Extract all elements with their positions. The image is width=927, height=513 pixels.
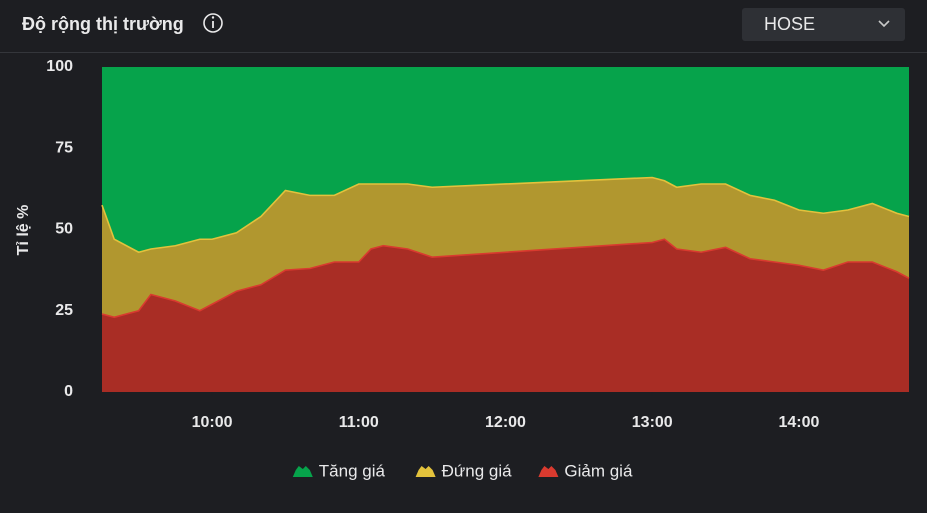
- area-line: [101, 238, 910, 319]
- market-dropdown[interactable]: HOSE: [742, 8, 905, 41]
- area-fill: [102, 177, 909, 318]
- legend-swatch: [292, 466, 313, 477]
- legend-item[interactable]: Tăng giá: [292, 461, 386, 480]
- x-tick-label: 10:00: [192, 414, 233, 431]
- legend-label: Giảm giá: [564, 461, 633, 480]
- area-fill: [102, 239, 909, 392]
- x-tick-label: 13:00: [632, 414, 673, 431]
- x-tick-label: 11:00: [339, 414, 379, 431]
- y-axis-label: Tỉ lệ %: [15, 205, 32, 256]
- legend-swatch: [538, 466, 559, 477]
- legend-label: Tăng giá: [319, 461, 386, 480]
- area-fill: [102, 67, 909, 253]
- x-tick-label: 14:00: [778, 414, 819, 431]
- legend: Tăng giá Đứng giá Giảm giá: [292, 461, 633, 480]
- legend-item[interactable]: Giảm giá: [538, 461, 633, 480]
- y-tick-label: 50: [55, 221, 73, 238]
- legend-swatch: [415, 466, 436, 477]
- y-tick-label: 100: [46, 58, 73, 75]
- x-tick-label: 12:00: [485, 414, 526, 431]
- legend-item[interactable]: Đứng giá: [415, 461, 513, 480]
- chart-title: Độ rộng thị trường: [22, 14, 184, 34]
- plot-area: 0 25 50 75 100 10:00 11:00 12:00 13:00 14:00: [46, 58, 910, 431]
- area-line: [101, 176, 910, 254]
- info-icon[interactable]: [203, 13, 223, 33]
- y-tick-label: 75: [55, 139, 73, 156]
- legend-label: Đứng giá: [442, 461, 513, 480]
- dropdown-value: HOSE: [764, 14, 815, 34]
- y-tick-label: 25: [55, 302, 73, 319]
- y-tick-label: 0: [64, 383, 73, 400]
